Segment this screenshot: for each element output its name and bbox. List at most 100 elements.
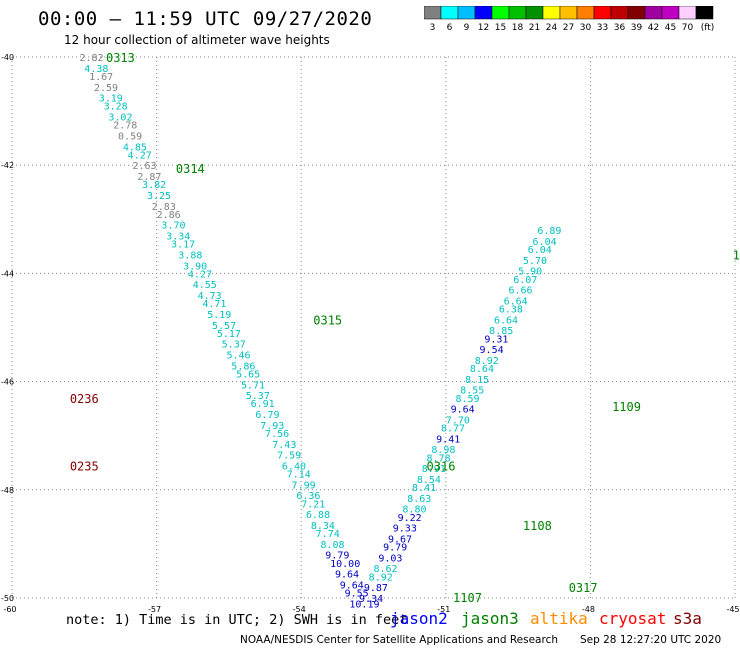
colorbar-label: 70 — [682, 23, 694, 33]
colorbar-label: 21 — [529, 23, 540, 33]
swh-value: 9.55 — [345, 589, 369, 600]
swh-value: 3.25 — [147, 191, 171, 202]
y-tick-label: -46 — [1, 378, 14, 387]
swh-value: 9.64 — [335, 570, 359, 581]
swh-value: 9.41 — [436, 434, 460, 445]
colorbar-label: 9 — [464, 23, 470, 33]
swh-value: 3.19 — [99, 94, 123, 105]
colorbar-label: 12 — [478, 23, 489, 33]
colorbar-label: 42 — [648, 23, 659, 33]
colorbar-label: 27 — [563, 23, 574, 33]
swh-value: 5.46 — [226, 351, 250, 362]
swh-value: 10.19 — [349, 599, 379, 610]
swh-value: 3.34 — [166, 232, 190, 243]
time-label: 0316 — [427, 459, 456, 473]
satellite-label-jason3: jason3 — [461, 609, 519, 628]
credit-timestamp: Sep 28 12:27:20 UTC 2020 — [580, 634, 722, 646]
swh-value: 2.87 — [137, 172, 161, 183]
swh-value: 5.37 — [222, 340, 246, 351]
time-label: 0235 — [70, 459, 99, 473]
swh-value: 5.57 — [212, 321, 236, 332]
swh-value: 6.79 — [255, 410, 279, 421]
swh-value: 6.64 — [494, 315, 518, 326]
swh-value: 2.83 — [152, 202, 176, 213]
satellite-label-s3a: s3a — [673, 609, 702, 628]
colorbar-swatch — [695, 6, 714, 20]
swh-value: 5.65 — [236, 369, 260, 380]
swh-value: 3.88 — [178, 250, 202, 261]
swh-value: 6.40 — [282, 461, 306, 472]
time-label: 0315 — [313, 313, 342, 327]
swh-value: 3.02 — [108, 113, 132, 124]
colorbar-label: 39 — [631, 23, 643, 33]
swh-value: 4.71 — [202, 299, 226, 310]
swh-value: 7.70 — [446, 415, 470, 426]
swh-value: 5.37 — [246, 391, 270, 402]
swh-value: 5.90 — [518, 267, 542, 278]
swh-value: 8.98 — [431, 445, 455, 456]
satellite-label-jason2: jason2 — [390, 609, 448, 628]
swh-value: 8.63 — [407, 494, 431, 505]
swh-value: 4.85 — [123, 142, 147, 153]
x-tick-label: -57 — [148, 605, 161, 614]
swh-value: 10.00 — [330, 559, 360, 570]
swh-value: 4.55 — [193, 280, 217, 291]
swh-value: 3.90 — [183, 261, 207, 272]
swh-value: 8.41 — [412, 483, 436, 494]
satellite-label-cryosat: cryosat — [599, 609, 667, 628]
swh-value: 6.04 — [533, 237, 557, 248]
swh-value: 8.64 — [470, 364, 494, 375]
swh-value: 8.54 — [417, 475, 441, 486]
swh-value: 6.36 — [296, 491, 320, 502]
swh-value: 7.43 — [272, 440, 296, 451]
colorbar-label: 15 — [495, 23, 506, 33]
time-label: 1107 — [453, 591, 482, 605]
swh-value: 9.34 — [359, 594, 383, 605]
swh-value: 2.59 — [94, 83, 118, 94]
colorbar-label: 3 — [430, 23, 436, 33]
swh-value: 9.31 — [484, 334, 508, 345]
swh-value: 8.34 — [311, 521, 335, 532]
colorbar-label: 36 — [614, 23, 626, 33]
colorbar-label: 45 — [665, 23, 676, 33]
swh-value: 8.15 — [465, 375, 489, 386]
y-tick-label: -48 — [1, 486, 14, 495]
colorbar-label: (ft) — [701, 23, 715, 33]
y-tick-label: -50 — [1, 594, 14, 603]
time-label: 0314 — [176, 162, 205, 176]
time-label: 1108 — [523, 519, 552, 533]
swh-value: 6.07 — [513, 275, 537, 286]
swh-value: 9.03 — [378, 553, 402, 564]
y-tick-label: -44 — [1, 269, 14, 278]
swh-value: 8.85 — [489, 326, 513, 337]
swh-value: 7.93 — [260, 421, 284, 432]
swh-value: 8.77 — [441, 424, 465, 435]
swh-value: 8.59 — [455, 394, 479, 405]
swh-value: 9.64 — [340, 580, 364, 591]
swh-value: 4.27 — [188, 269, 212, 280]
time-label: 0236 — [70, 392, 99, 406]
swh-value: 7.21 — [301, 499, 325, 510]
swh-value: 6.38 — [499, 305, 523, 316]
colorbar-label: 33 — [597, 23, 608, 33]
swh-value: 7.74 — [316, 529, 340, 540]
credit-text: NOAA/NESDIS Center for Satellite Applica… — [240, 634, 558, 646]
colorbar-label: 18 — [512, 23, 524, 33]
y-tick-label: -42 — [1, 161, 14, 170]
x-tick-label: -51 — [437, 605, 450, 614]
swh-value: 5.86 — [231, 361, 255, 372]
swh-value: 6.89 — [537, 226, 561, 237]
x-tick-label: -48 — [582, 605, 595, 614]
swh-value: 3.28 — [104, 102, 128, 113]
time-label: 0313 — [106, 51, 135, 65]
swh-value: 5.70 — [523, 256, 547, 267]
x-tick-label: -45 — [726, 605, 739, 614]
time-label: 0317 — [569, 581, 598, 595]
x-tick-label: -54 — [293, 605, 306, 614]
swh-value: 9.79 — [383, 543, 407, 554]
swh-value: 5.71 — [241, 380, 265, 391]
colorbar-label: 6 — [447, 23, 453, 33]
swh-value: 5.19 — [207, 310, 231, 321]
swh-value: 6.64 — [504, 296, 528, 307]
